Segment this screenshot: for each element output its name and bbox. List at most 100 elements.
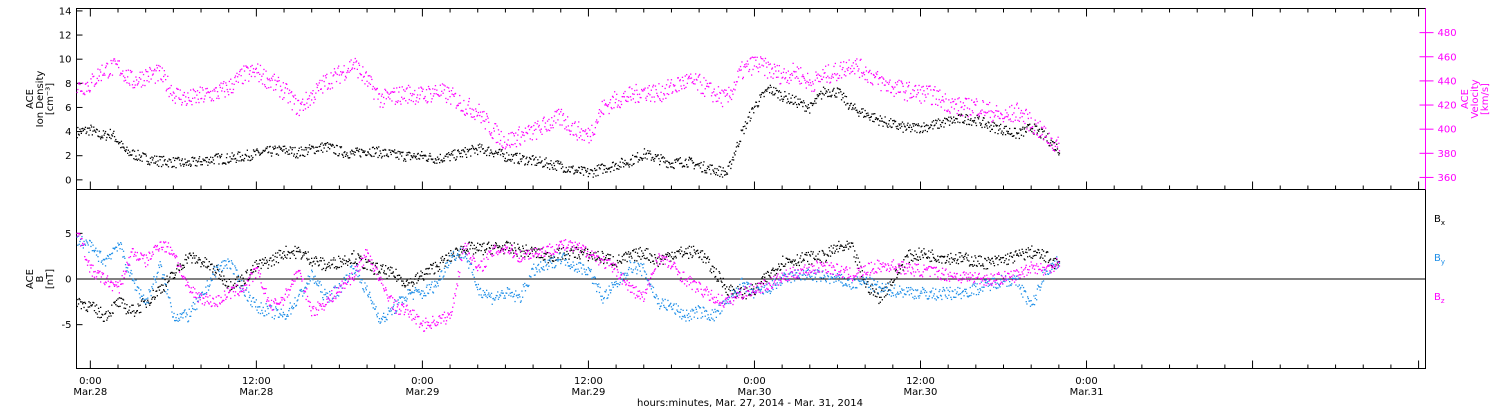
data-point [637,161,639,163]
data-point [935,122,937,124]
data-point [867,114,870,116]
data-point [349,61,351,63]
data-point [167,166,170,168]
data-point [1027,124,1029,127]
data-point [608,254,610,256]
data-point [854,103,856,105]
data-point [516,152,518,154]
data-point [218,277,220,280]
data-point [877,118,879,120]
data-point [407,293,410,295]
data-point [267,267,269,269]
data-point [246,272,248,274]
series-Bx [76,240,1061,322]
data-point [974,255,976,257]
data-point [442,92,444,94]
data-point [906,254,908,256]
data-point [801,101,803,104]
data-point [412,281,414,284]
data-point [986,125,988,127]
data-point [710,268,712,270]
data-point [247,159,249,161]
data-point [473,244,475,246]
data-point [961,255,963,257]
data-point [287,250,289,253]
data-point [889,125,891,127]
data-point [391,100,393,102]
data-point [465,153,467,156]
data-point [306,147,308,149]
data-point [638,248,640,250]
data-point [108,257,110,259]
data-point [869,293,871,295]
data-point [124,79,127,81]
data-point [631,257,633,259]
data-point [136,79,138,81]
data-point [172,277,174,279]
data-point [912,260,914,262]
data-point [1004,254,1007,256]
data-point [394,103,396,105]
data-point [573,134,575,136]
data-point [1049,142,1052,144]
data-point [620,261,622,263]
data-point [122,298,124,300]
data-point [182,317,184,319]
data-point [188,308,190,310]
data-point [553,260,555,262]
data-point [331,82,333,85]
data-point [972,120,974,122]
data-point [755,59,757,61]
data-point [542,166,544,168]
data-point [603,164,605,167]
data-point [981,126,983,129]
data-point [908,126,910,128]
data-point [173,165,175,168]
data-point [609,254,612,256]
data-point [800,82,803,84]
data-point [95,131,97,133]
data-point [169,87,171,89]
data-point [783,96,785,98]
data-point [1033,132,1035,134]
data-point [883,296,886,298]
data-point [294,297,296,299]
data-point [84,128,86,131]
data-point [983,268,985,270]
data-point [313,276,315,278]
data-point [1008,133,1010,135]
data-point [362,267,365,270]
data-point [681,88,683,90]
data-point [164,283,166,285]
data-point [821,78,823,81]
data-point [916,131,918,134]
data-point [645,258,647,260]
data-point [872,120,874,122]
data-point [401,96,403,98]
data-point [490,134,492,136]
data-point [958,97,960,99]
data-point [1025,251,1027,253]
data-point [901,264,903,266]
data-point [982,101,985,103]
data-point [643,153,645,155]
data-point [730,89,732,91]
data-point [439,279,441,281]
data-point [505,242,507,244]
data-point [219,278,221,280]
data-point [161,277,163,279]
data-point [953,260,955,262]
data-point [310,92,312,94]
data-point [191,157,193,159]
data-point [553,120,555,122]
data-point [178,157,180,159]
data-point [465,108,467,110]
data-point [745,127,747,130]
data-point [617,104,619,106]
data-point [793,71,796,73]
data-point [1019,117,1021,119]
data-point [399,297,401,299]
data-point [909,249,911,251]
data-point [101,313,103,315]
data-point [688,257,690,259]
